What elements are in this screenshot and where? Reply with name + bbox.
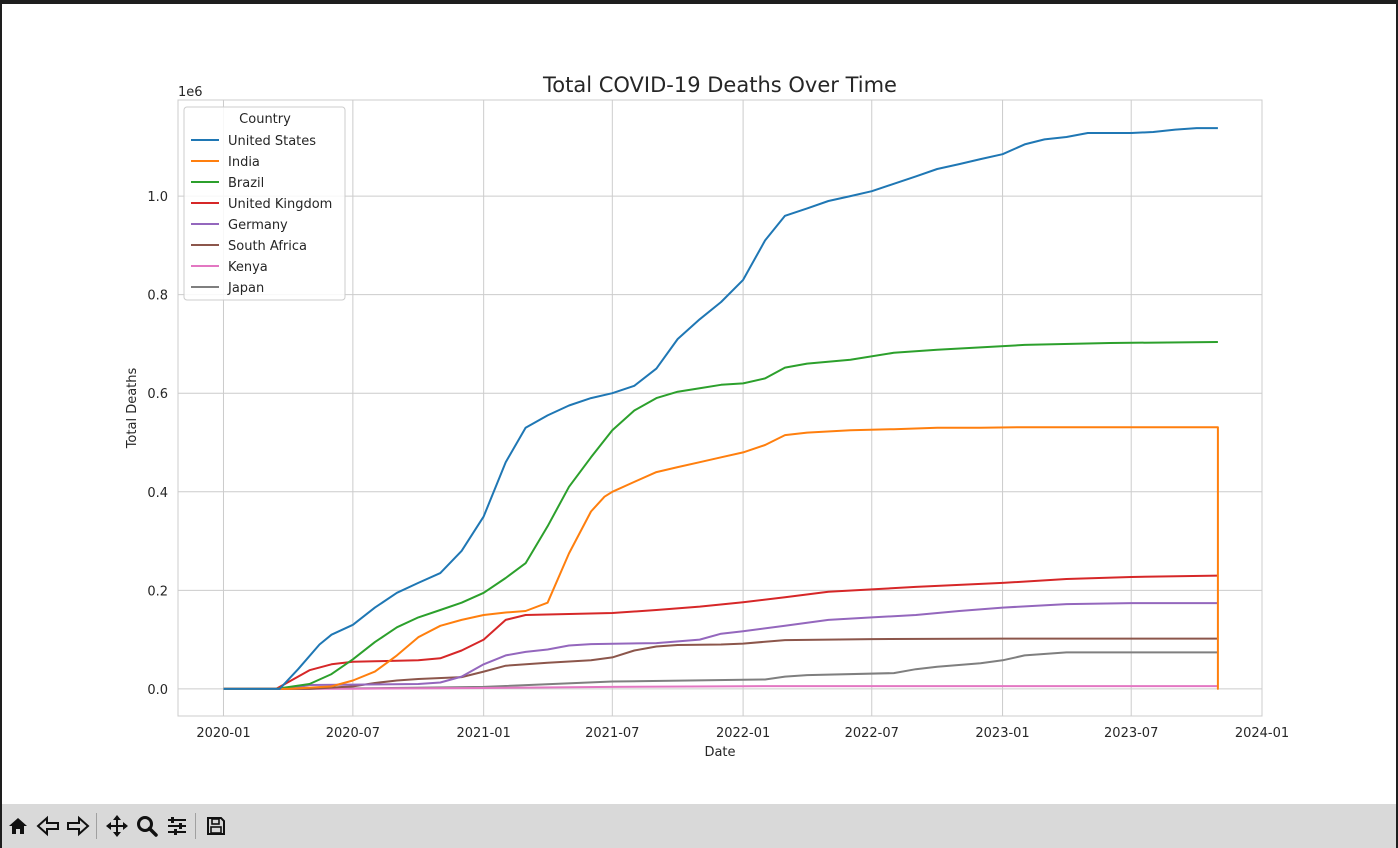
pan-button[interactable] (103, 811, 131, 841)
plot-area (178, 100, 1262, 716)
home-icon (9, 818, 27, 834)
series-line-germany (223, 602, 1218, 690)
series-line-japan (223, 651, 1218, 690)
y-tick-label: 0.0 (147, 683, 168, 698)
zoom-button[interactable] (133, 811, 161, 841)
save-button[interactable] (202, 811, 230, 841)
legend-title: Country (239, 112, 291, 127)
configure-icon (168, 817, 186, 835)
legend-label: South Africa (228, 239, 307, 254)
x-tick-labels: 2020-01 2020-07 2021-01 2021-07 2022-01 2022-… (196, 726, 1289, 741)
x-tick-label: 2022-01 (716, 726, 770, 741)
home-button[interactable] (4, 811, 32, 841)
back-button[interactable] (34, 811, 62, 841)
forward-icon (67, 815, 90, 837)
legend-label: Germany (228, 218, 288, 233)
y-tick-label: 0.2 (147, 584, 168, 599)
legend-label: Kenya (228, 260, 268, 275)
legend-items: United States India Brazil United Kingdom Ge… (191, 134, 332, 296)
back-icon (36, 815, 59, 837)
y-tick-label: 0.6 (147, 387, 168, 402)
y-tick-labels: 0.0 0.2 0.4 0.6 0.8 1.0 (147, 190, 168, 698)
plot-frame (177, 99, 1263, 717)
line-chart: 2020-01 2020-07 2021-01 2021-07 2022-01 2022-… (125, 73, 1289, 760)
save-icon (207, 817, 225, 835)
series-line-brazil (223, 341, 1218, 690)
y-tick-label: 0.8 (147, 289, 168, 304)
zoom-icon (137, 816, 158, 837)
window-left-border (0, 0, 2, 848)
legend: Country United States India Brazil United K… (183, 106, 346, 301)
pan-icon (106, 815, 128, 837)
x-axis-label: Date (704, 745, 735, 760)
window-right-border (1396, 0, 1398, 848)
chart-title: Total COVID-19 Deaths Over Time (542, 73, 897, 97)
y-tick-label: 0.4 (147, 486, 168, 501)
legend-box (183, 106, 346, 301)
y-offset-label: 1e6 (178, 85, 203, 100)
legend-label: United States (228, 134, 316, 149)
series-layer (223, 127, 1219, 690)
toolbar-separator (96, 813, 97, 839)
x-tick-label: 2022-07 (845, 726, 899, 741)
series-line-kenya (223, 685, 1218, 690)
legend-label: Japan (227, 281, 264, 296)
legend-label: India (228, 155, 260, 170)
window-top-border (0, 0, 1398, 4)
forward-button[interactable] (64, 811, 92, 841)
navigation-toolbar (2, 804, 1396, 848)
series-line-united-kingdom (223, 574, 1218, 690)
series-line-south-africa (223, 637, 1218, 690)
series-line-india (223, 426, 1219, 690)
toolbar-separator (195, 813, 196, 839)
x-tick-label: 2020-01 (196, 726, 250, 741)
x-tick-label: 2021-07 (585, 726, 639, 741)
legend-label: Brazil (228, 176, 264, 191)
x-tick-label: 2023-01 (975, 726, 1029, 741)
legend-label: United Kingdom (228, 197, 332, 212)
y-tick-label: 1.0 (147, 190, 168, 205)
series-line-united-states (223, 127, 1218, 690)
x-tick-label: 2020-07 (326, 726, 380, 741)
x-tick-label: 2024-01 (1235, 726, 1289, 741)
configure-button[interactable] (163, 811, 191, 841)
x-tick-label: 2021-01 (456, 726, 510, 741)
x-tick-label: 2023-07 (1104, 726, 1158, 741)
y-axis-label: Total Deaths (125, 367, 140, 449)
